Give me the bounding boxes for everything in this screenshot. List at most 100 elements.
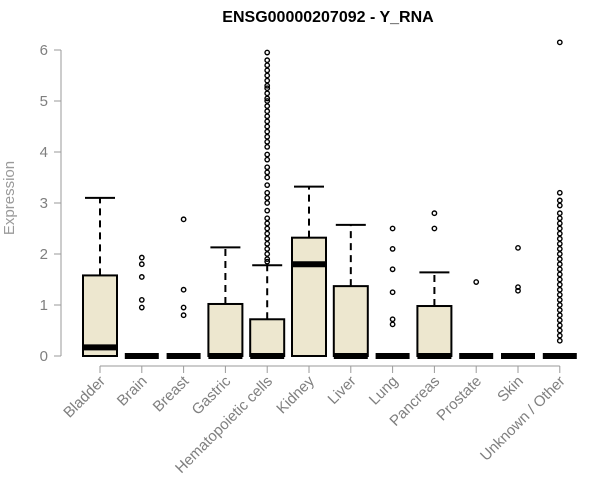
box-group: [166, 216, 201, 359]
outlier-point: [389, 266, 396, 273]
outlier-point: [264, 128, 271, 135]
outlier-point: [264, 194, 271, 201]
outlier-point: [264, 72, 271, 79]
x-tick-label: Skin: [494, 373, 527, 406]
outlier-point: [264, 82, 271, 89]
outlier-point: [138, 296, 145, 303]
outlier-point: [264, 151, 271, 158]
x-tick-label: Bladder: [60, 373, 109, 422]
x-tick-label: Liver: [325, 373, 360, 408]
outlier-point: [264, 118, 271, 125]
outlier-point: [556, 302, 563, 308]
outlier-point: [556, 39, 563, 46]
outlier-point: [264, 164, 271, 171]
y-tick-label: 3: [40, 195, 48, 212]
y-tick-label: 0: [40, 348, 48, 365]
outlier-point: [264, 90, 271, 97]
outlier-point: [556, 266, 563, 273]
x-tick-label: Prostate: [433, 373, 485, 425]
chart-title: ENSG00000207092 - Y_RNA: [222, 9, 434, 26]
outlier-point: [556, 251, 563, 257]
outlier-point: [264, 200, 271, 206]
box-group: [332, 223, 369, 359]
outlier-point: [264, 225, 271, 232]
outlier-point: [264, 230, 271, 237]
outlier-point: [556, 312, 563, 319]
outlier-point: [389, 316, 396, 323]
outlier-point: [264, 174, 271, 181]
outlier-point: [389, 245, 396, 252]
outlier-point: [264, 57, 271, 64]
outlier-point: [515, 287, 521, 294]
outlier-point: [264, 113, 271, 120]
outlier-point: [556, 317, 563, 324]
outlier-point: [556, 240, 563, 247]
outlier-point: [138, 254, 145, 261]
x-tick-label: Lung: [366, 373, 402, 409]
outlier-point: [264, 235, 271, 242]
y-tick-label: 2: [40, 246, 48, 263]
outlier-point: [264, 251, 271, 257]
x-tick-label: Breast: [150, 372, 193, 415]
y-tick-label: 1: [40, 297, 48, 314]
outlier-point: [264, 138, 271, 145]
outlier-point: [264, 182, 271, 189]
outlier-point: [264, 258, 271, 265]
outlier-point: [556, 332, 563, 339]
outlier-point: [556, 202, 563, 209]
outlier-point: [556, 271, 563, 278]
y-axis-label: Expression: [1, 161, 18, 235]
box-group: [501, 244, 535, 359]
outlier-point: [556, 197, 563, 204]
outlier-point: [264, 207, 271, 214]
outlier-point: [264, 49, 271, 56]
y-tick-label: 4: [40, 144, 48, 161]
outlier-point: [389, 289, 396, 296]
outlier-point: [556, 210, 563, 217]
outlier-point: [264, 143, 271, 150]
box-body: [207, 302, 244, 358]
outlier-point: [556, 281, 563, 288]
outlier-point: [556, 220, 563, 227]
outlier-point: [138, 274, 145, 280]
box-group: [207, 246, 244, 359]
outlier-point: [264, 62, 271, 69]
outlier-point: [556, 286, 563, 293]
outlier-point: [264, 108, 271, 115]
box-group: [542, 39, 577, 359]
outlier-point: [556, 276, 563, 283]
box-body: [82, 274, 118, 358]
box-group: [249, 49, 286, 359]
outlier-point: [180, 216, 187, 223]
outlier-point: [431, 210, 438, 217]
outlier-point: [264, 220, 271, 227]
outlier-point: [473, 279, 480, 285]
box-group: [82, 196, 118, 358]
outlier-point: [556, 256, 563, 262]
outlier-point: [389, 321, 396, 328]
box-group: [124, 254, 159, 359]
outlier-point: [264, 77, 271, 84]
x-tick-label: Kidney: [273, 372, 318, 417]
outlier-point: [264, 103, 271, 110]
outlier-point: [556, 337, 563, 344]
outlier-point: [138, 304, 145, 311]
x-tick-label: Brain: [114, 373, 151, 410]
outlier-point: [556, 235, 563, 242]
y-axis: 0 1 2 3 4 5 6: [40, 42, 62, 365]
outlier-point: [515, 244, 521, 251]
box-group: [459, 279, 494, 359]
outlier-point: [264, 123, 271, 130]
outlier-point: [389, 225, 396, 232]
outlier-point: [556, 291, 563, 298]
boxes: [82, 39, 577, 359]
outlier-point: [556, 189, 563, 196]
outlier-point: [556, 230, 563, 237]
box-body: [249, 318, 286, 357]
box-group: [416, 210, 453, 359]
outlier-point: [138, 261, 145, 268]
outlier-point: [556, 215, 563, 222]
outlier-point: [264, 240, 271, 247]
outlier-point: [264, 156, 271, 163]
